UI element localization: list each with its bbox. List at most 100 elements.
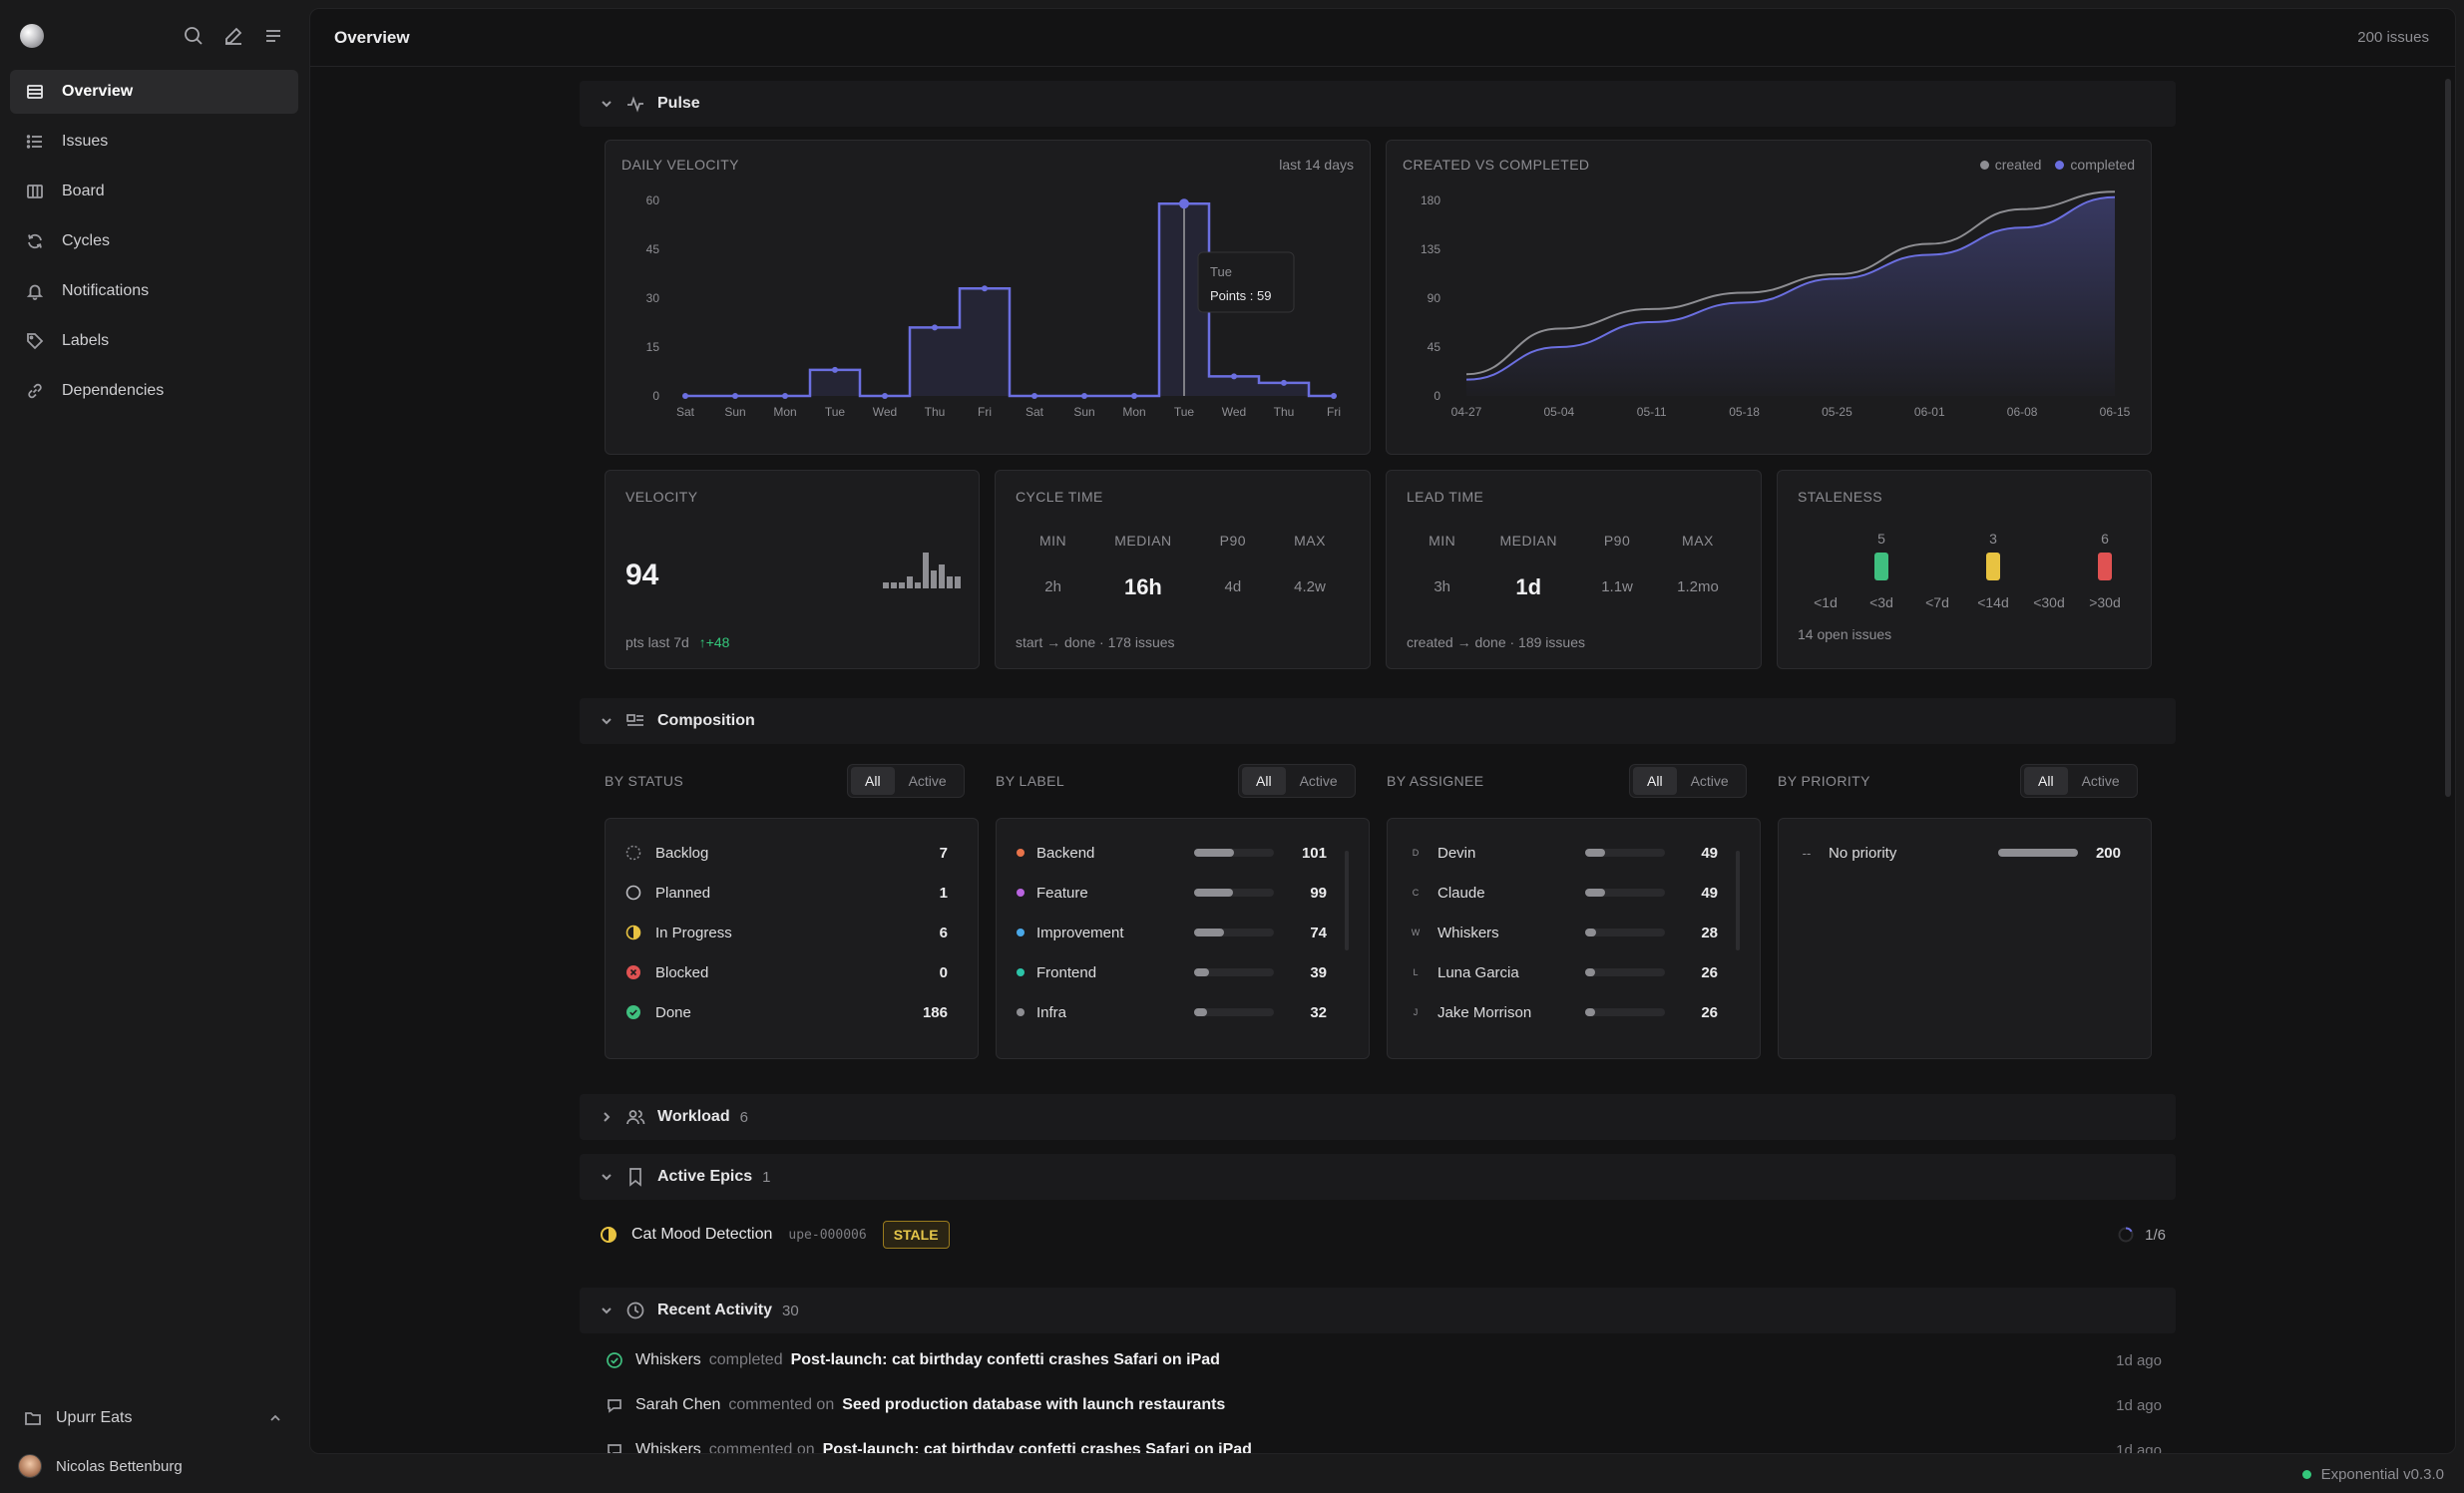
list-item[interactable]: C Claude 49 [1408, 883, 1740, 903]
section-pulse[interactable]: Pulse [580, 81, 2176, 127]
toggle-active[interactable]: Active [908, 773, 947, 789]
section-recent-activity[interactable]: Recent Activity 30 [580, 1288, 2176, 1333]
cycle-time-foot: start → done · 178 issues [1016, 634, 1175, 650]
count-bar-track [1585, 968, 1665, 976]
activity-verb: commented on [728, 1396, 835, 1413]
section-composition[interactable]: Composition [580, 698, 2176, 744]
tooltip-day: Tue [1210, 264, 1232, 279]
y-tick-label: 135 [1421, 242, 1440, 256]
scrollbar[interactable] [2445, 79, 2451, 797]
sidebar-item-board[interactable]: Board [10, 170, 298, 213]
spark-bar [931, 570, 937, 588]
panel-scrollbar[interactable] [1345, 851, 1349, 950]
y-tick-label: 90 [1428, 291, 1441, 305]
app-logo[interactable] [20, 24, 44, 48]
user-profile[interactable]: Nicolas Bettenburg [0, 1448, 183, 1484]
completed-area [1466, 196, 2115, 396]
toggle-active[interactable]: Active [1690, 773, 1729, 789]
row-count: 26 [1701, 1003, 1718, 1021]
compose-icon[interactable] [221, 24, 245, 48]
legend-swatch-completed [2055, 160, 2065, 170]
status-dot [2301, 1470, 2311, 1479]
data-point [1231, 373, 1237, 380]
list-item[interactable]: W Whiskers 28 [1408, 923, 1740, 942]
metric-value: 1.1w [1601, 578, 1633, 595]
list-item[interactable]: Improvement 74 [1017, 923, 1349, 942]
toggle-all[interactable]: All [1242, 767, 1286, 795]
chevron-up-icon[interactable] [267, 1410, 283, 1426]
data-point [1281, 379, 1287, 386]
sidebar-item-overview[interactable]: Overview [10, 70, 298, 114]
epic-row[interactable]: Cat Mood Detection upe-000006 STALE 1/6 [600, 1214, 2166, 1256]
sidebar-item-issues[interactable]: Issues [10, 120, 298, 164]
activity-what[interactable]: Post-launch: cat birthday confetti crash… [790, 1351, 1220, 1368]
bucket-label: >30d [2089, 594, 2121, 610]
data-point [782, 393, 788, 399]
list-item[interactable]: -- No priority 200 [1799, 843, 2131, 863]
chart-legend: created completed [1979, 157, 2135, 173]
list-item[interactable]: Infra 32 [1017, 1002, 1349, 1022]
activity-what[interactable]: Post-launch: cat birthday confetti crash… [822, 1441, 1252, 1454]
panel-scrollbar[interactable] [1736, 851, 1740, 950]
list-item[interactable]: Planned 1 [625, 883, 958, 903]
sidebar-item-dependencies[interactable]: Dependencies [10, 369, 298, 413]
section-active-epics[interactable]: Active Epics 1 [580, 1154, 2176, 1200]
staleness-foot: 14 open issues [1798, 626, 1892, 642]
list-item[interactable]: L Luna Garcia 26 [1408, 962, 1740, 982]
sidebar-item-labels[interactable]: Labels [10, 319, 298, 363]
assignee-initial: C [1412, 888, 1420, 898]
section-workload[interactable]: Workload 6 [580, 1094, 2176, 1140]
bookmark-icon [625, 1167, 645, 1187]
comment-icon [606, 1396, 623, 1414]
metric-header: MEDIAN [1114, 533, 1172, 549]
row-count: 39 [1310, 963, 1327, 981]
section-title: Workload [657, 1108, 730, 1125]
epic-progress-text: 1/6 [2145, 1226, 2166, 1244]
toggle-by-status: All Active [847, 764, 965, 798]
row-count: 49 [1701, 884, 1718, 902]
list-item[interactable]: J Jake Morrison 26 [1408, 1002, 1740, 1022]
panel-by-label: Backend 101 Feature 99 Improvement 74 Frontend… [996, 818, 1370, 1059]
activity-row[interactable]: Whiskers commented on Post-launch: cat bir… [606, 1438, 2162, 1454]
metric-median: MEDIAN 1d [1500, 533, 1557, 600]
menu-icon[interactable] [261, 24, 285, 48]
list-item[interactable]: Backlog 7 [625, 843, 958, 863]
x-tick-label: Mon [1122, 405, 1145, 419]
toggle-all[interactable]: All [851, 767, 895, 795]
list-item[interactable]: Blocked 0 [625, 962, 958, 982]
row-name: Improvement [1036, 924, 1124, 941]
list-item[interactable]: D Devin 49 [1408, 843, 1740, 863]
row-count: 0 [939, 963, 948, 981]
series-line-created [1465, 190, 2116, 376]
toggle-all[interactable]: All [1633, 767, 1677, 795]
y-tick-label: 15 [646, 340, 660, 354]
in-progress-icon [625, 925, 641, 940]
metric-p90: P90 4d [1220, 533, 1246, 600]
list-item[interactable]: In Progress 6 [625, 923, 958, 942]
activity-row[interactable]: Whiskers completed Post-launch: cat birthd… [606, 1348, 2162, 1372]
list-item[interactable]: Frontend 39 [1017, 962, 1349, 982]
toggle-active[interactable]: Active [2081, 773, 2120, 789]
toggle-all[interactable]: All [2024, 767, 2068, 795]
count-bar-track [1998, 849, 2078, 857]
activity-row[interactable]: Sarah Chen commented on Seed production da… [606, 1393, 2162, 1417]
search-icon[interactable] [182, 24, 205, 48]
list-item[interactable]: Done 186 [625, 1002, 958, 1022]
tooltip-box [1197, 251, 1295, 313]
list-item[interactable]: Backend 101 [1017, 843, 1349, 863]
sidebar-item-notifications[interactable]: Notifications [10, 269, 298, 313]
toggle-active[interactable]: Active [1299, 773, 1338, 789]
metric-max: MAX 1.2mo [1677, 533, 1719, 600]
activity-what[interactable]: Seed production database with launch res… [842, 1396, 1226, 1413]
workspace-switcher[interactable]: Upurr Eats [0, 1398, 132, 1438]
app-version: Exponential v0.3.0 [2301, 1466, 2444, 1483]
section-title: Pulse [657, 95, 700, 112]
sidebar-item-cycles[interactable]: Cycles [10, 219, 298, 263]
x-tick-label: Thu [1274, 405, 1295, 419]
spark-bar [923, 553, 929, 588]
data-point [1331, 393, 1337, 399]
list-item[interactable]: Feature 99 [1017, 883, 1349, 903]
daily-velocity-chart[interactable]: 0 15 30 45 60 Sat Sun Mon Tue Wed Thu Fri Sat Sun Mon T… [606, 141, 1372, 456]
count-bar-track [1194, 1008, 1274, 1016]
created-vs-completed-chart[interactable]: 0 45 90 135 180 04-27 05-04 05-11 05-18 05-25 06-0… [1387, 141, 2153, 456]
